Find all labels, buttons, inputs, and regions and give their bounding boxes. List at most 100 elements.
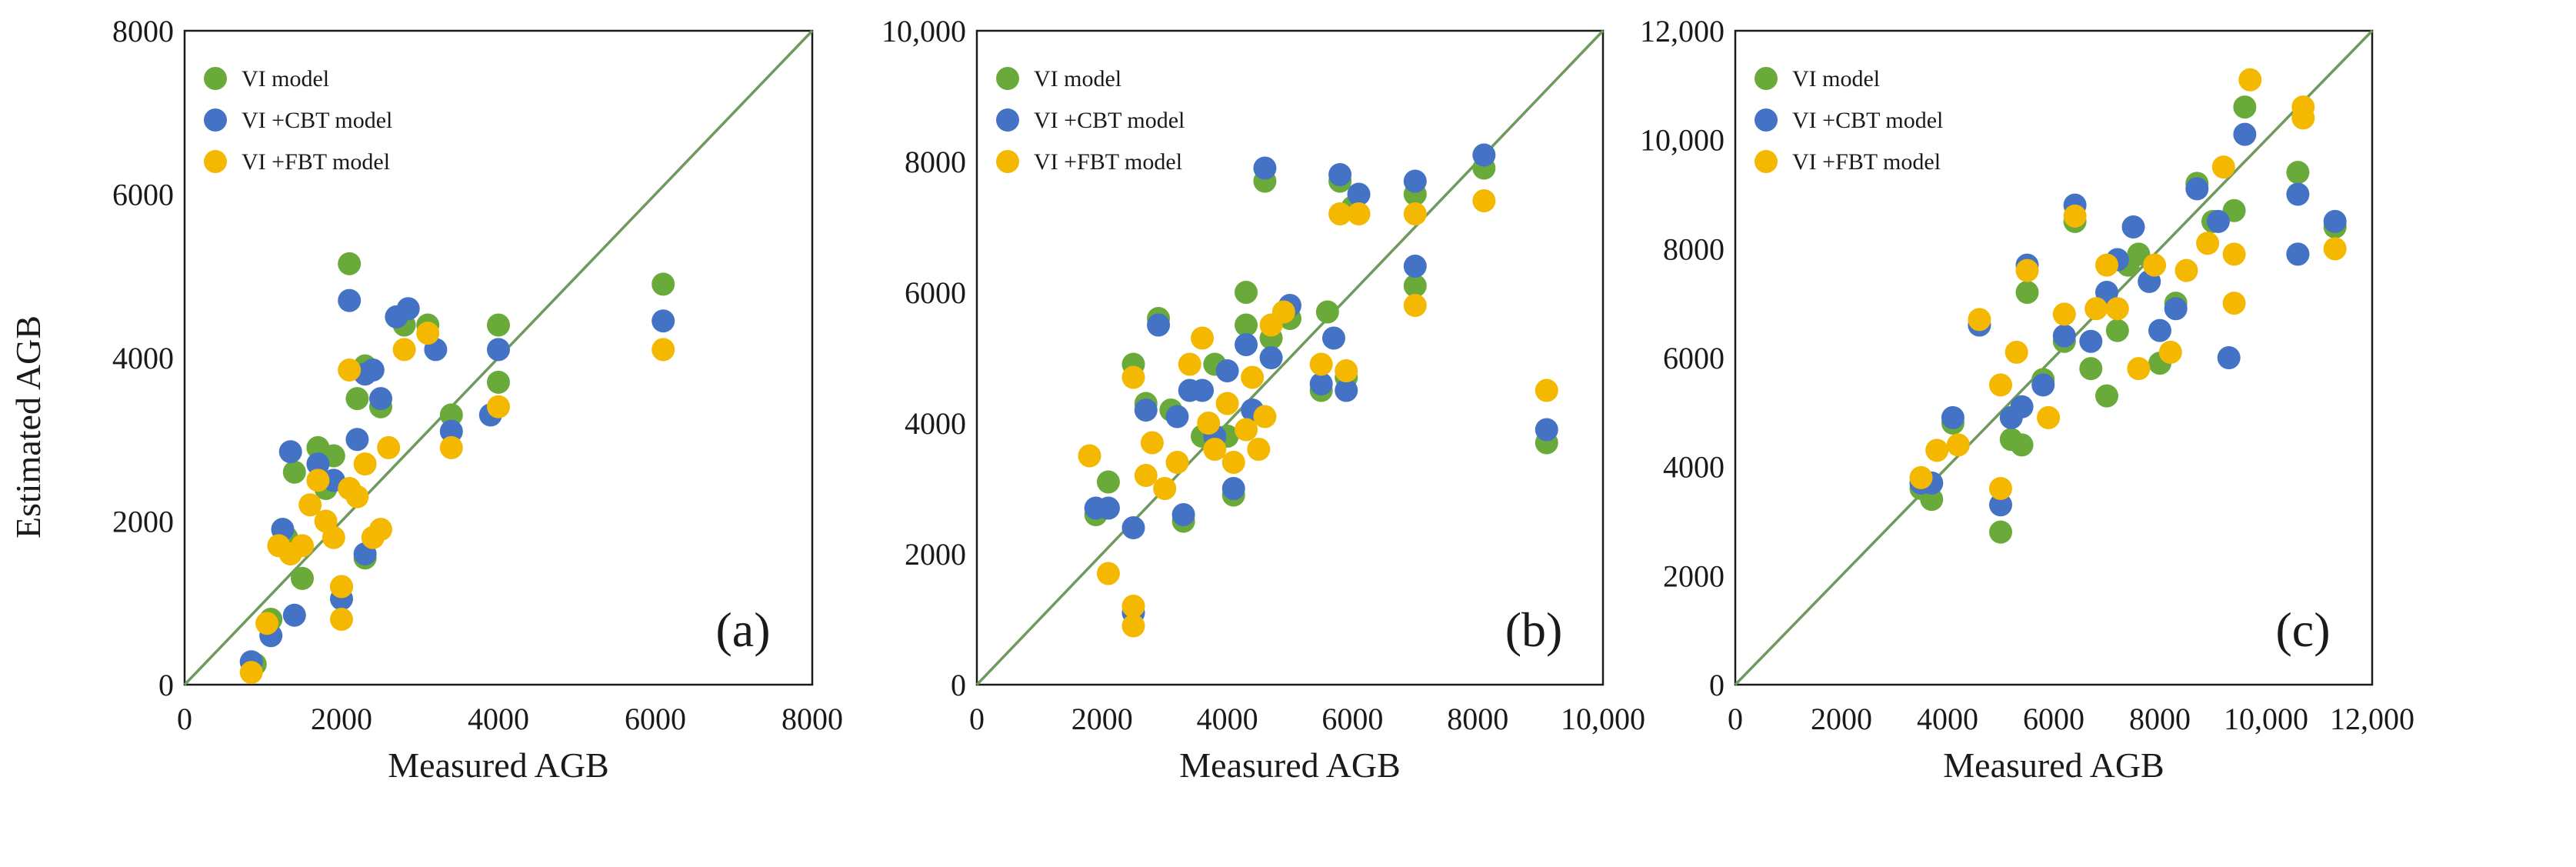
point-cbt [1165,405,1189,428]
point-cbt [487,338,510,362]
point-fbt [1221,451,1245,474]
point-fbt [330,575,353,599]
point-vi [1235,313,1258,337]
panel-a: 0 2000 4000 6000 8000 0 2000 4000 6000 8000 Measur… [112,14,843,785]
point-cbt [278,440,302,464]
y-tick-label: 10,000 [1640,123,1725,158]
point-fbt [338,358,362,382]
x-tick-label: 8000 [1447,702,1508,736]
point-vi [2233,95,2257,119]
y-tick-label: 6000 [1663,341,1725,375]
point-vi [2105,318,2129,342]
point-cbt [2323,209,2347,233]
y-tick-label: 4000 [905,406,966,441]
point-fbt [1335,359,1358,382]
point-cbt [2217,346,2241,369]
point-cbt [396,297,420,321]
point-fbt [392,338,416,362]
point-fbt [291,534,314,558]
point-fbt [2196,232,2220,255]
legend-marker-fbt [1755,150,1778,173]
point-fbt [1472,189,1496,212]
point-fbt [2063,204,2087,228]
point-fbt [1235,418,1258,442]
legend-label-cbt: VI +CBT model [1034,108,1185,133]
point-fbt [298,493,322,517]
point-fbt [1535,378,1558,402]
point-vi [439,403,463,427]
point-cbt [1121,516,1145,539]
point-fbt [2158,340,2182,364]
point-fbt [1203,438,1227,461]
point-fbt [353,452,377,476]
y-tick-label: 2000 [1663,559,1725,593]
y-tick-label: 8000 [1663,232,1725,266]
point-fbt [1121,595,1145,618]
point-cbt [2286,182,2310,206]
point-cbt [1328,163,1352,186]
x-axis-label: Measured AGB [1179,745,1400,785]
point-fbt [1140,431,1164,455]
point-fbt [1197,412,1221,435]
x-tick-label: 4000 [468,702,529,736]
point-fbt [1153,477,1177,500]
x-tick-label: 6000 [625,702,686,736]
point-cbt [345,428,369,452]
point-fbt [306,469,330,492]
point-fbt [2143,253,2167,277]
x-tick-label: 0 [969,702,985,736]
point-vi [2010,433,2034,457]
point-vi [2015,281,2039,304]
point-fbt [1178,352,1201,376]
point-cbt [2286,242,2310,266]
point-cbt [651,309,675,333]
point-cbt [1235,333,1258,356]
point-vi [338,252,362,275]
plot-frame [975,29,1605,686]
point-fbt [2095,253,2118,277]
point-fbt [255,612,279,635]
point-vi [345,387,369,411]
point-fbt [416,322,440,345]
x-tick-label: 2000 [1811,702,1872,736]
point-cbt [361,358,385,382]
legend-marker-cbt [204,108,227,132]
point-cbt [1253,156,1277,180]
point-fbt [330,608,353,631]
point-cbt [2010,395,2034,418]
y-tick-label: 6000 [112,178,174,212]
point-fbt [322,525,345,549]
point-fbt [439,435,463,459]
x-tick-label: 2000 [311,702,372,736]
point-cbt [1309,372,1333,395]
point-fbt [1403,202,1427,225]
legend-marker-fbt [204,150,227,173]
point-cbt [1096,496,1120,520]
y-axis-label: Estimated AGB [8,315,48,539]
point-cbt [1403,169,1427,193]
legend-label-fbt: VI +FBT model [1792,149,1941,175]
point-vi [2095,384,2118,408]
point-fbt [1925,439,1949,462]
point-cbt [369,387,392,411]
point-fbt [1989,477,2012,500]
point-cbt [1221,477,1245,500]
point-cbt [1403,255,1427,278]
point-fbt [345,485,369,509]
point-cbt [282,603,306,627]
y-tick-label: 2000 [905,537,966,572]
x-tick-label: 6000 [2023,702,2084,736]
point-fbt [2323,237,2347,261]
y-tick-label: 0 [158,668,174,702]
point-cbt [1134,398,1158,422]
point-cbt [2206,209,2230,233]
legend-label-vi: VI model [1034,66,1121,92]
point-fbt [377,435,401,459]
point-cbt [2148,318,2171,342]
point-fbt [2015,258,2039,282]
point-fbt [2052,302,2076,326]
x-tick-label: 10,000 [1561,702,1645,736]
point-vi [1315,300,1339,324]
point-fbt [1078,444,1101,468]
y-tick-label: 8000 [112,14,174,48]
